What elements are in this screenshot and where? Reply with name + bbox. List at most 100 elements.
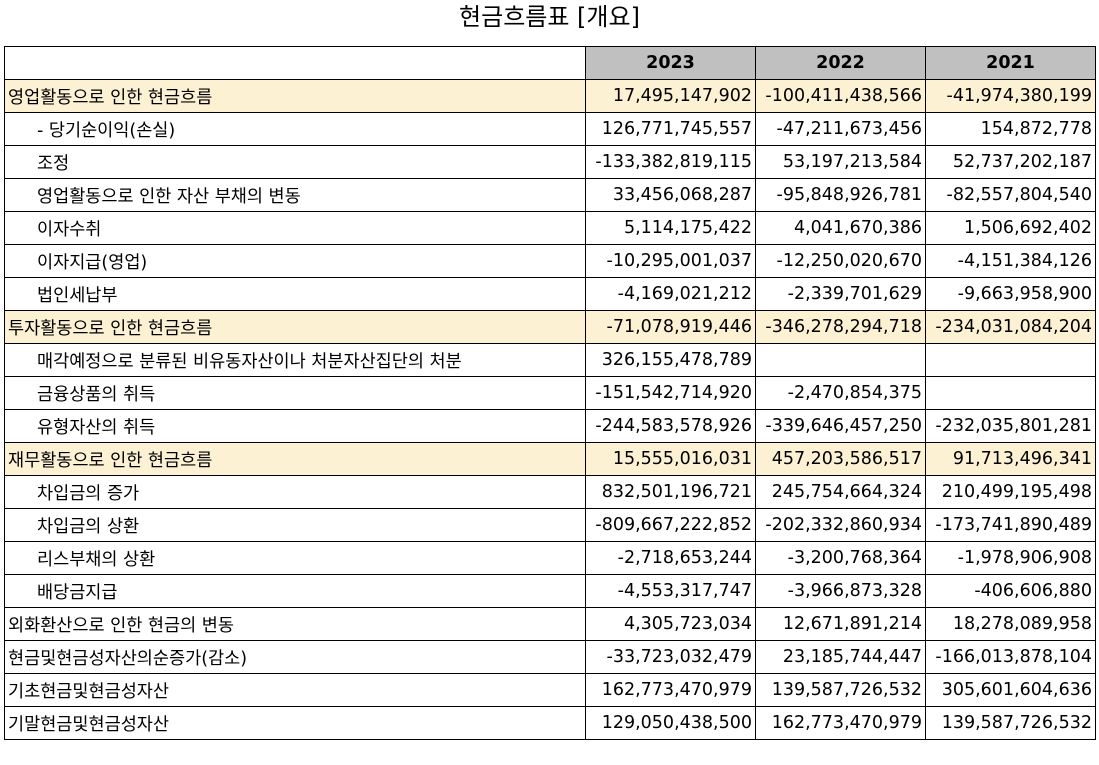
table-row: - 당기순이익(손실) 126,771,745,557 -47,211,673,45… (4, 112, 1096, 146)
value-cell: 12,671,891,214 (755, 607, 926, 641)
value-cell: -95,848,926,781 (755, 178, 926, 212)
value-cell: 18,278,089,958 (925, 607, 1096, 641)
table-row: 매각예정으로 분류된 비유동자산이나 처분자산집단의 처분 326,155,478… (4, 343, 1096, 377)
value-cell: -166,013,878,104 (925, 640, 1096, 674)
table-row: 영업활동으로 인한 자산 부채의 변동 33,456,068,287 -95,848… (4, 178, 1096, 212)
row-label: 이자지급(영업) (4, 244, 586, 278)
row-label: 금융상품의 취득 (4, 376, 586, 410)
value-cell: 457,203,586,517 (755, 442, 926, 476)
value-cell (925, 343, 1096, 377)
value-cell: -3,966,873,328 (755, 574, 926, 608)
row-label: - 당기순이익(손실) (4, 112, 586, 146)
table-row: 현금및현금성자산의순증가(감소) -33,723,032,479 23,185,74… (4, 640, 1096, 674)
section-row: 영업활동으로 인한 현금흐름 17,495,147,902 -100,411,438… (4, 79, 1096, 113)
value-cell: -3,200,768,364 (755, 541, 926, 575)
value-cell: -406,606,880 (925, 574, 1096, 608)
table-row: 리스부채의 상환 -2,718,653,244 -3,200,768,364 -1,9… (4, 541, 1096, 575)
header-label-cell (4, 46, 586, 80)
value-cell: -71,078,919,446 (585, 310, 756, 344)
table-row: 차입금의 증가 832,501,196,721 245,754,664,324 210… (4, 475, 1096, 509)
table-row: 외화환산으로 인한 현금의 변동 4,305,723,034 12,671,891,… (4, 607, 1096, 641)
value-cell: 162,773,470,979 (755, 706, 926, 740)
section-row: 투자활동으로 인한 현금흐름 -71,078,919,446 -346,278,29… (4, 310, 1096, 344)
cash-flow-table: 2023 2022 2021 영업활동으로 인한 현금흐름 17,495,147,… (4, 46, 1096, 740)
year-header: 2021 (925, 46, 1096, 80)
row-label: 유형자산의 취득 (4, 409, 586, 443)
table-row: 이자수취 5,114,175,422 4,041,670,386 1,506,692,… (4, 211, 1096, 245)
value-cell: 4,305,723,034 (585, 607, 756, 641)
value-cell: -9,663,958,900 (925, 277, 1096, 311)
value-cell: 154,872,778 (925, 112, 1096, 146)
value-cell (755, 343, 926, 377)
value-cell: -100,411,438,566 (755, 79, 926, 113)
value-cell: 17,495,147,902 (585, 79, 756, 113)
value-cell: -12,250,020,670 (755, 244, 926, 278)
value-cell: -4,169,021,212 (585, 277, 756, 311)
value-cell: -133,382,819,115 (585, 145, 756, 179)
value-cell (925, 376, 1096, 410)
value-cell: 33,456,068,287 (585, 178, 756, 212)
table-row: 법인세납부 -4,169,021,212 -2,339,701,629 -9,663,… (4, 277, 1096, 311)
value-cell: 245,754,664,324 (755, 475, 926, 509)
section-row: 재무활동으로 인한 현금흐름 15,555,016,031 457,203,586,… (4, 442, 1096, 476)
value-cell: 210,499,195,498 (925, 475, 1096, 509)
value-cell: -4,151,384,126 (925, 244, 1096, 278)
header-row: 2023 2022 2021 (4, 46, 1096, 80)
row-label: 현금및현금성자산의순증가(감소) (4, 640, 586, 674)
value-cell: -41,974,380,199 (925, 79, 1096, 113)
row-label: 기말현금및현금성자산 (4, 706, 586, 740)
value-cell: 91,713,496,341 (925, 442, 1096, 476)
value-cell: 52,737,202,187 (925, 145, 1096, 179)
value-cell: -202,332,860,934 (755, 508, 926, 542)
value-cell: -232,035,801,281 (925, 409, 1096, 443)
value-cell: 4,041,670,386 (755, 211, 926, 245)
value-cell: 326,155,478,789 (585, 343, 756, 377)
row-label: 법인세납부 (4, 277, 586, 311)
table-row: 기말현금및현금성자산 129,050,438,500 162,773,470,979… (4, 706, 1096, 740)
value-cell: 5,114,175,422 (585, 211, 756, 245)
value-cell: -10,295,001,037 (585, 244, 756, 278)
value-cell: -244,583,578,926 (585, 409, 756, 443)
value-cell: -809,667,222,852 (585, 508, 756, 542)
table-row: 이자지급(영업) -10,295,001,037 -12,250,020,670 -4… (4, 244, 1096, 278)
value-cell: -47,211,673,456 (755, 112, 926, 146)
page-title: 현금흐름표 [개요] (459, 3, 640, 31)
value-cell: -2,339,701,629 (755, 277, 926, 311)
value-cell: 139,587,726,532 (755, 673, 926, 707)
row-label: 배당금지급 (4, 574, 586, 608)
row-label: 재무활동으로 인한 현금흐름 (4, 442, 586, 476)
row-label: 차입금의 증가 (4, 475, 586, 509)
row-label: 영업활동으로 인한 현금흐름 (4, 79, 586, 113)
value-cell: -82,557,804,540 (925, 178, 1096, 212)
table-row: 조정 -133,382,819,115 53,197,213,584 52,737,2… (4, 145, 1096, 179)
row-label: 리스부채의 상환 (4, 541, 586, 575)
row-label: 투자활동으로 인한 현금흐름 (4, 310, 586, 344)
table-row: 유형자산의 취득 -244,583,578,926 -339,646,457,250… (4, 409, 1096, 443)
value-cell: -2,718,653,244 (585, 541, 756, 575)
value-cell: 832,501,196,721 (585, 475, 756, 509)
row-label: 이자수취 (4, 211, 586, 245)
row-label: 영업활동으로 인한 자산 부채의 변동 (4, 178, 586, 212)
value-cell: -4,553,317,747 (585, 574, 756, 608)
value-cell: -339,646,457,250 (755, 409, 926, 443)
value-cell: -1,978,906,908 (925, 541, 1096, 575)
table-row: 배당금지급 -4,553,317,747 -3,966,873,328 -406,60… (4, 574, 1096, 608)
value-cell: 139,587,726,532 (925, 706, 1096, 740)
value-cell: -346,278,294,718 (755, 310, 926, 344)
value-cell: -234,031,084,204 (925, 310, 1096, 344)
value-cell: -173,741,890,489 (925, 508, 1096, 542)
value-cell: 15,555,016,031 (585, 442, 756, 476)
year-header: 2023 (585, 46, 756, 80)
table-row: 기초현금및현금성자산 162,773,470,979 139,587,726,532… (4, 673, 1096, 707)
value-cell: -151,542,714,920 (585, 376, 756, 410)
table-row: 금융상품의 취득 -151,542,714,920 -2,470,854,375 (4, 376, 1096, 410)
value-cell: 53,197,213,584 (755, 145, 926, 179)
value-cell: 126,771,745,557 (585, 112, 756, 146)
value-cell: 305,601,604,636 (925, 673, 1096, 707)
value-cell: 23,185,744,447 (755, 640, 926, 674)
table-body: 영업활동으로 인한 현금흐름 17,495,147,902 -100,411,438… (4, 79, 1096, 740)
value-cell: 162,773,470,979 (585, 673, 756, 707)
row-label: 매각예정으로 분류된 비유동자산이나 처분자산집단의 처분 (4, 343, 586, 377)
row-label: 차입금의 상환 (4, 508, 586, 542)
table-row: 차입금의 상환 -809,667,222,852 -202,332,860,934-… (4, 508, 1096, 542)
